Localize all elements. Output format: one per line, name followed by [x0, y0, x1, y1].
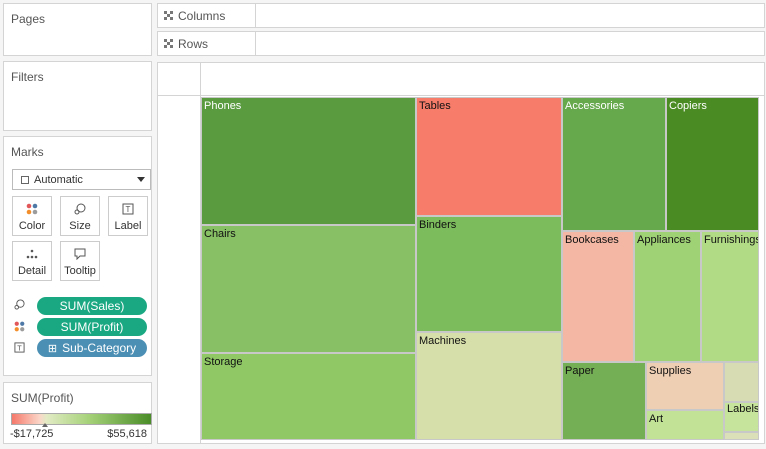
- treemap-cell-unlabeled[interactable]: [724, 362, 759, 402]
- treemap-cell-accessories[interactable]: Accessories: [562, 97, 666, 231]
- treemap-cell-label: Accessories: [565, 100, 625, 112]
- treemap-cell-label: Copiers: [669, 100, 707, 112]
- treemap-cell-label: Tables: [419, 100, 451, 112]
- treemap-cell-label: Phones: [204, 100, 242, 112]
- profit-legend-panel: SUM(Profit) -$17,725 $55,618: [3, 382, 152, 444]
- tooltip-button[interactable]: Tooltip: [60, 241, 100, 281]
- header-divider: [158, 95, 764, 96]
- mark-type-value: Automatic: [34, 173, 83, 186]
- marks-panel: Marks Automatic Color Size T Label Detai…: [3, 136, 152, 376]
- size-icon: [74, 203, 86, 218]
- rows-shelf-label: Rows: [158, 32, 256, 55]
- detail-icon: [26, 248, 38, 263]
- label-button[interactable]: T Label: [108, 196, 148, 236]
- treemap-cell-tables[interactable]: Tables: [416, 97, 562, 216]
- zero-marker-icon: [42, 423, 48, 427]
- columns-shelf[interactable]: Columns: [157, 3, 765, 28]
- color-button[interactable]: Color: [12, 196, 52, 236]
- mark-type-dropdown[interactable]: Automatic: [12, 169, 151, 190]
- subcategory-label-pill-text: Sub-Category: [62, 341, 137, 355]
- chevron-down-icon[interactable]: [137, 177, 145, 182]
- expand-icon[interactable]: ⊞: [47, 342, 58, 355]
- treemap-cell-label: Furnishings: [704, 234, 759, 246]
- rows-shelf[interactable]: Rows: [157, 31, 765, 56]
- treemap-cell-bookcases[interactable]: Bookcases: [562, 231, 634, 362]
- treemap-cell-paper[interactable]: Paper: [562, 362, 646, 440]
- marks-title: Marks: [11, 145, 44, 159]
- treemap-cell-label: Supplies: [649, 365, 692, 377]
- treemap-cell-storage[interactable]: Storage: [201, 353, 416, 440]
- filters-panel[interactable]: Filters: [3, 61, 152, 131]
- treemap-cell-machines[interactable]: Machines: [416, 332, 562, 440]
- filters-title: Filters: [11, 70, 44, 84]
- treemap-cell-label: Paper: [565, 365, 595, 377]
- pages-panel[interactable]: Pages: [3, 3, 152, 56]
- treemap-cell-label: Art: [649, 413, 664, 425]
- sales-size-pill[interactable]: SUM(Sales): [37, 297, 147, 315]
- detail-button[interactable]: Detail: [12, 241, 52, 281]
- color-encoding-icon: [14, 321, 25, 335]
- label-icon: T: [122, 203, 134, 218]
- treemap-cell-supplies[interactable]: Supplies: [646, 362, 724, 410]
- square-icon: [21, 175, 29, 184]
- size-button-label: Size: [69, 220, 91, 232]
- treemap-cell-binders[interactable]: Binders: [416, 216, 562, 332]
- rows-icon: [164, 39, 173, 48]
- color-button-label: Color: [18, 220, 46, 232]
- treemap-cell-chairs[interactable]: Chairs: [201, 225, 416, 353]
- columns-shelf-label: Columns: [158, 4, 256, 27]
- treemap-cell-label: Chairs: [204, 228, 236, 240]
- profit-color-pill[interactable]: SUM(Profit): [37, 318, 147, 336]
- legend-max-value: $55,618: [107, 428, 147, 440]
- row-header-divider: [200, 63, 201, 443]
- tooltip-icon: [74, 248, 86, 263]
- treemap-cell-furnishings[interactable]: Furnishings: [701, 231, 759, 362]
- treemap-cell-label: Labels: [727, 403, 759, 415]
- treemap-cell-label: Bookcases: [565, 234, 619, 246]
- columns-icon: [164, 11, 173, 20]
- size-encoding-icon: [14, 299, 25, 313]
- treemap-cell-label: Storage: [204, 356, 243, 368]
- color-gradient-bar[interactable]: [11, 413, 152, 425]
- legend-title: SUM(Profit): [11, 391, 74, 405]
- rows-label-text: Rows: [178, 36, 209, 51]
- detail-button-label: Detail: [17, 265, 47, 277]
- color-dots-icon: [26, 203, 38, 218]
- treemap-cell-art[interactable]: Art: [646, 410, 724, 440]
- treemap: Phones Chairs Storage Tables Binders Machines…: [201, 97, 759, 440]
- treemap-cell-appliances[interactable]: Appliances: [634, 231, 701, 362]
- treemap-cell-label: Binders: [419, 219, 457, 231]
- treemap-cell-copiers[interactable]: Copiers: [666, 97, 759, 231]
- svg-text:T: T: [126, 205, 131, 214]
- svg-text:T: T: [17, 343, 22, 352]
- pages-title: Pages: [11, 12, 46, 26]
- treemap-cell-phones[interactable]: Phones: [201, 97, 416, 225]
- legend-min-value: -$17,725: [10, 428, 54, 440]
- subcategory-label-pill[interactable]: ⊞ Sub-Category: [37, 339, 147, 357]
- size-button[interactable]: Size: [60, 196, 100, 236]
- tooltip-button-label: Tooltip: [64, 265, 96, 277]
- columns-label-text: Columns: [178, 8, 226, 23]
- label-button-label: Label: [114, 220, 142, 232]
- treemap-cell-labels[interactable]: Labels: [724, 402, 759, 432]
- treemap-cell-label: Appliances: [637, 234, 691, 246]
- treemap-cell-unlabeled[interactable]: [724, 432, 759, 440]
- treemap-cell-label: Machines: [419, 335, 467, 347]
- label-encoding-icon: T: [14, 342, 25, 356]
